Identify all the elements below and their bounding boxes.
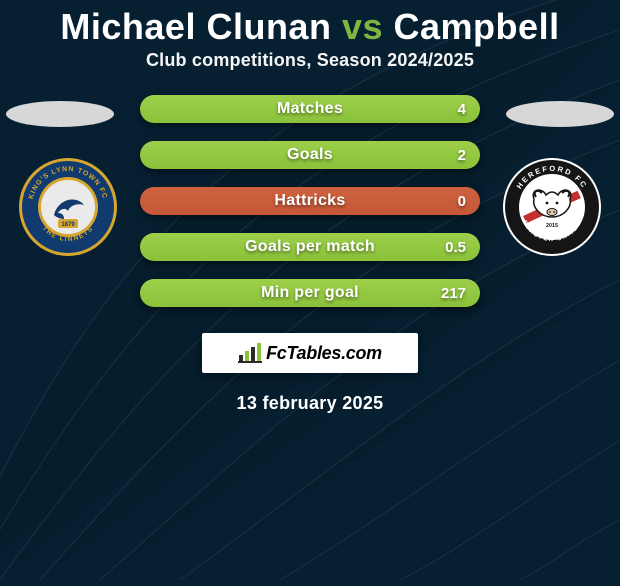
club-crest-right: 2015 HEREFORD FC FOREVER UNITED bbox=[502, 157, 602, 257]
subtitle: Club competitions, Season 2024/2025 bbox=[0, 50, 620, 71]
stat-value: 217 bbox=[441, 285, 466, 302]
player-left-name: Michael Clunan bbox=[60, 6, 331, 47]
stat-label: Min per goal bbox=[261, 284, 359, 302]
page-title: Michael Clunan vs Campbell bbox=[0, 6, 620, 48]
stat-label: Goals per match bbox=[245, 238, 375, 256]
stat-label: Matches bbox=[277, 100, 343, 118]
stat-value: 2 bbox=[458, 147, 466, 164]
stat-value: 4 bbox=[458, 101, 466, 118]
stat-label: Hattricks bbox=[274, 192, 345, 210]
vs-text: vs bbox=[342, 6, 383, 47]
stat-label: Goals bbox=[287, 146, 333, 164]
brand-text: FcTables.com bbox=[266, 343, 382, 364]
stat-row: Min per goal 217 bbox=[140, 279, 480, 307]
stat-value: 0 bbox=[458, 193, 466, 210]
stat-row: Goals 2 bbox=[140, 141, 480, 169]
brand-badge: FcTables.com bbox=[202, 333, 418, 373]
crest-left-year: 1879 bbox=[61, 222, 75, 228]
comparison-stage: 1879 KING'S LYNN TOWN FC THE LINNETS bbox=[0, 95, 620, 307]
stat-row: Goals per match 0.5 bbox=[140, 233, 480, 261]
date-text: 13 february 2025 bbox=[0, 393, 620, 414]
avatar-placeholder-right bbox=[506, 101, 614, 127]
stat-row: Hattricks 0 bbox=[140, 187, 480, 215]
stats-list: Matches 4 Goals 2 Hattricks 0 Goals per … bbox=[140, 95, 480, 307]
stat-row: Matches 4 bbox=[140, 95, 480, 123]
bar-chart-icon bbox=[238, 343, 262, 363]
avatar-placeholder-left bbox=[6, 101, 114, 127]
player-right-name: Campbell bbox=[394, 6, 560, 47]
stat-value: 0.5 bbox=[445, 239, 466, 256]
crest-right-year: 2015 bbox=[546, 223, 558, 229]
club-crest-left: 1879 KING'S LYNN TOWN FC THE LINNETS bbox=[18, 157, 118, 257]
